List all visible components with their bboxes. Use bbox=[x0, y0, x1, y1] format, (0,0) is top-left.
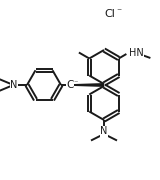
Text: C: C bbox=[66, 80, 74, 90]
Text: HN: HN bbox=[129, 48, 144, 58]
Text: Cl: Cl bbox=[104, 9, 115, 19]
Text: ⁻: ⁻ bbox=[73, 78, 78, 87]
Text: N: N bbox=[10, 80, 18, 90]
Text: ⁻: ⁻ bbox=[116, 7, 121, 17]
Text: N: N bbox=[100, 127, 108, 136]
